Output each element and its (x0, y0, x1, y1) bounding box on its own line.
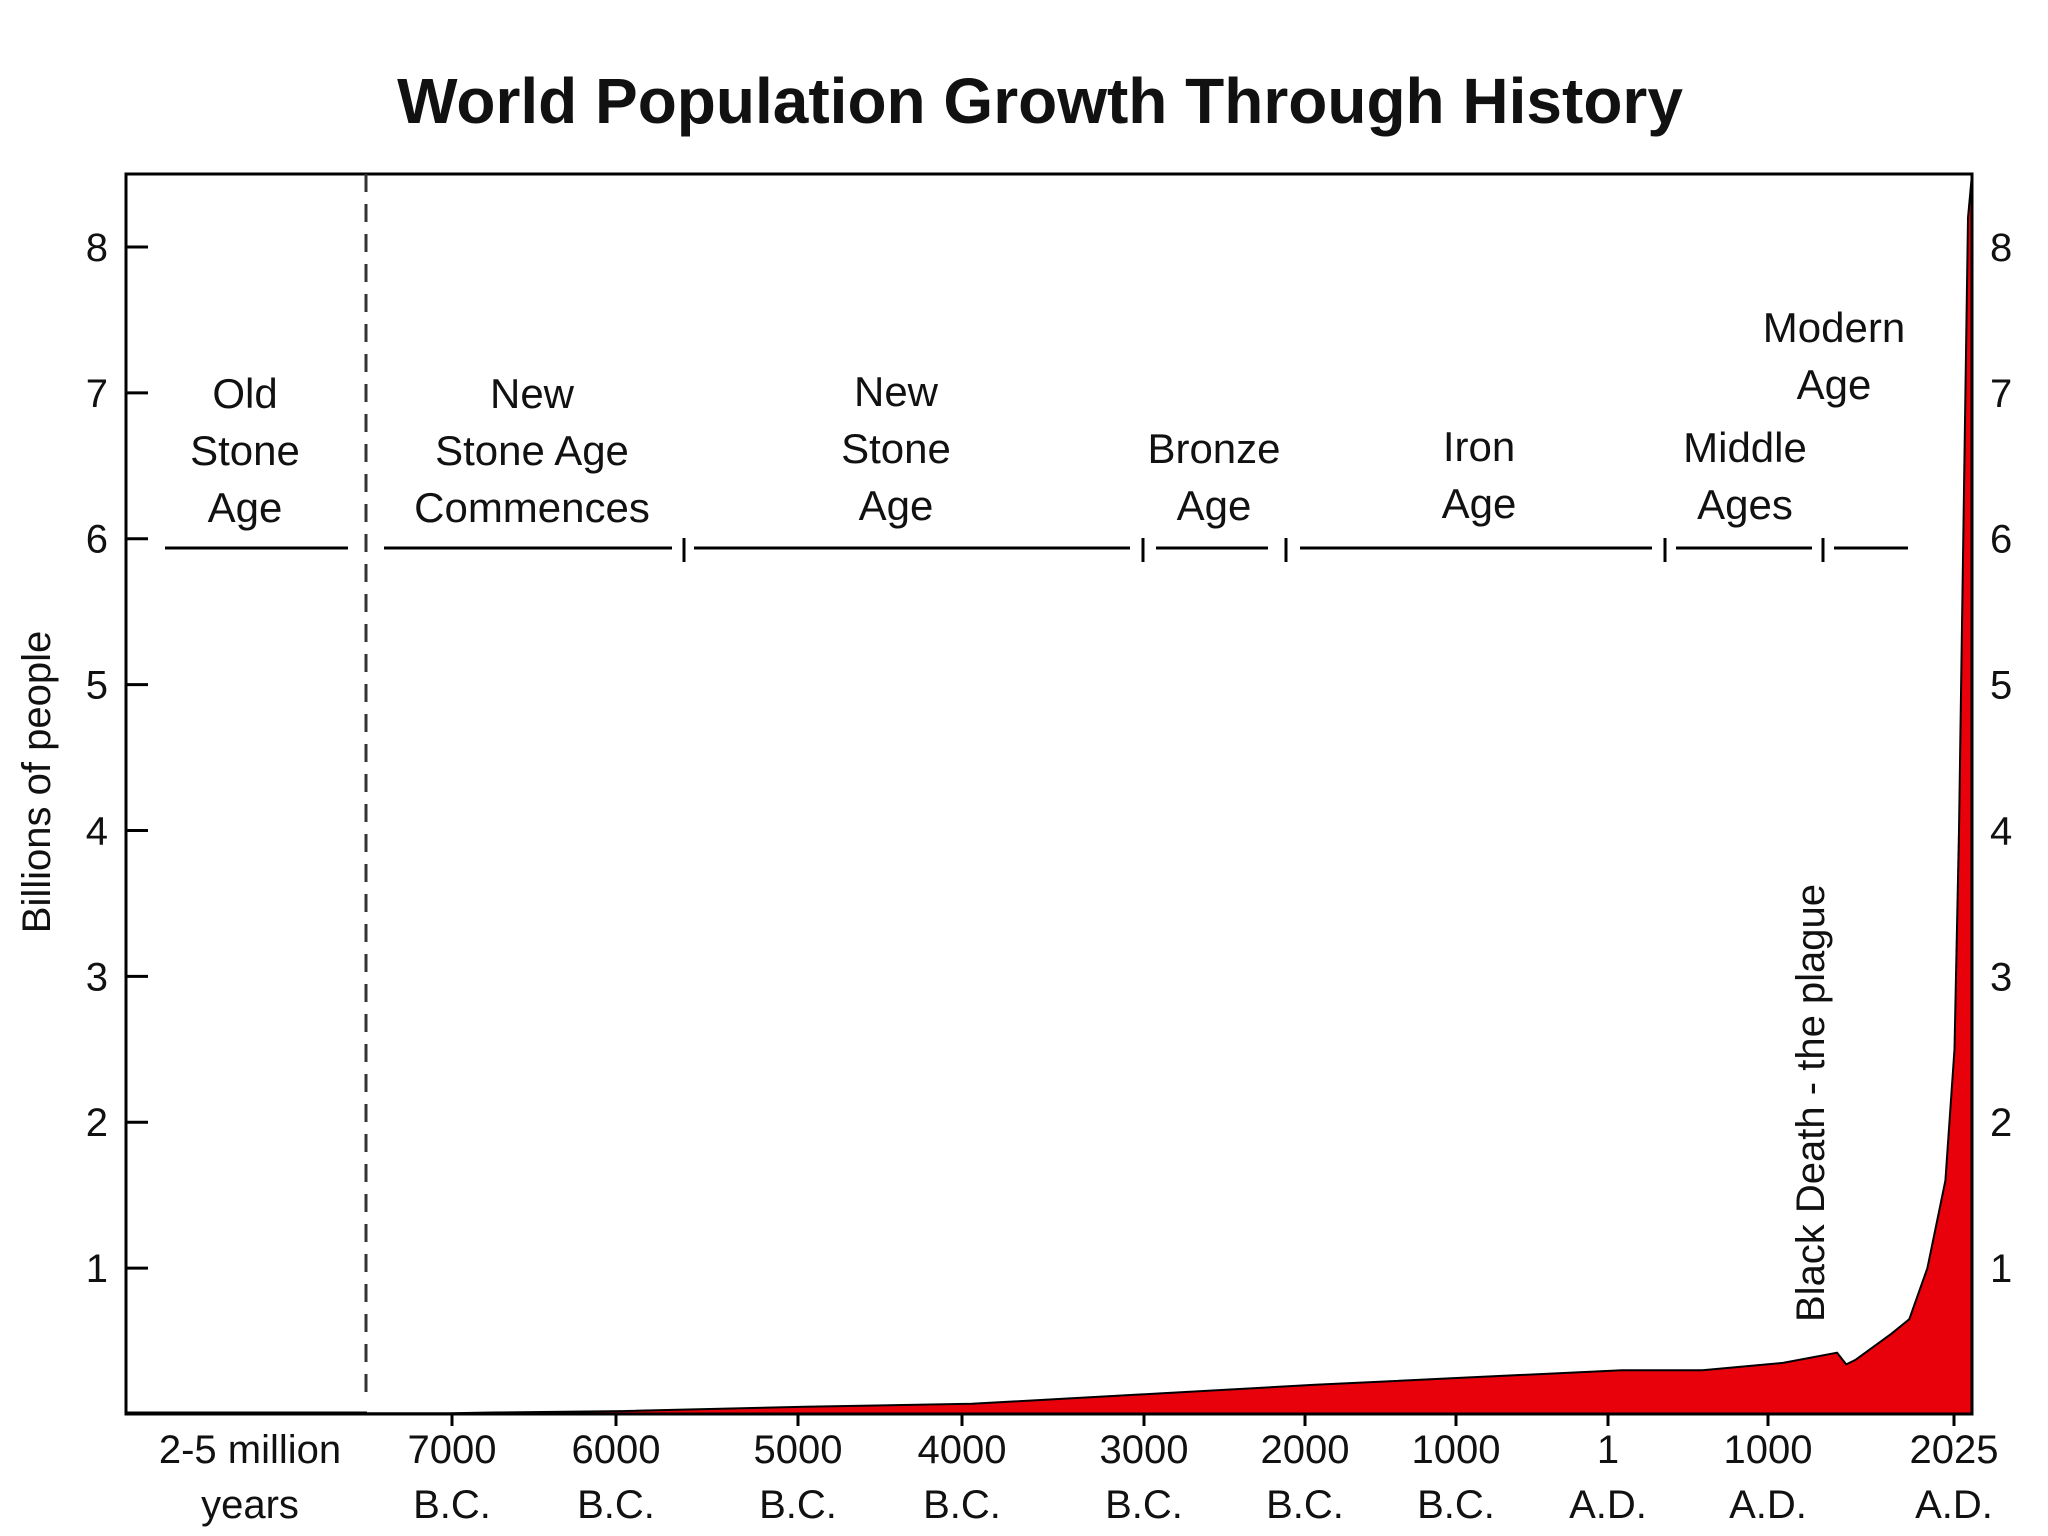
x-tick-label-bottom: B.C. (923, 1483, 1001, 1527)
y-tick-label-left: 8 (86, 226, 108, 270)
black-death-annotation: Black Death - the plague (1789, 884, 1833, 1322)
era-label: Modern (1763, 304, 1905, 351)
era-label: Stone Age (435, 427, 629, 474)
x-tick-label-top: 3000 (1100, 1428, 1189, 1472)
era-label: Stone (841, 425, 951, 472)
y-tick-label-left: 7 (86, 372, 108, 416)
era-label: Ages (1697, 481, 1793, 528)
y-tick-label-right: 7 (1990, 372, 2012, 416)
era-label: Old (212, 370, 277, 417)
chart-title: World Population Growth Through History (397, 65, 1683, 137)
x-tick-label-bottom: B.C. (413, 1483, 491, 1527)
y-tick-label-right: 3 (1990, 955, 2012, 999)
x-tick-label-bottom: A.D. (1729, 1483, 1807, 1527)
era-label: Age (208, 484, 283, 531)
y-tick-label-left: 3 (86, 955, 108, 999)
era-label: Commences (414, 484, 650, 531)
x-tick-label-top: 1 (1597, 1428, 1619, 1472)
x-tick-label-top: 7000 (408, 1428, 497, 1472)
era-label: Bronze (1147, 425, 1280, 472)
x-tick-label-bottom: B.C. (577, 1483, 655, 1527)
plot-frame (124, 172, 1974, 1416)
y-tick-label-right: 2 (1990, 1101, 2012, 1145)
era-label: Age (859, 482, 934, 529)
y-tick-label-right: 1 (1990, 1247, 2012, 1291)
population-area (125, 173, 1973, 1415)
era-label: New (490, 370, 575, 417)
x-tick-label-top: 4000 (918, 1428, 1007, 1472)
x-tick-label-bottom: years (201, 1483, 299, 1527)
y-axis-label: Billions of people (15, 631, 59, 933)
era-label: Stone (190, 427, 300, 474)
era-label: Iron (1443, 423, 1515, 470)
x-tick-label-top: 1000 (1724, 1428, 1813, 1472)
y-tick-label-left: 5 (86, 664, 108, 708)
era-label: New (854, 368, 939, 415)
x-tick-label-top: 6000 (572, 1428, 661, 1472)
x-tick-label-bottom: B.C. (1266, 1483, 1344, 1527)
x-tick-label-bottom: B.C. (1105, 1483, 1183, 1527)
y-tick-label-left: 6 (86, 518, 108, 562)
y-tick-label-right: 8 (1990, 226, 2012, 270)
x-tick-label-bottom: B.C. (1417, 1483, 1495, 1527)
x-tick-label-top: 5000 (754, 1428, 843, 1472)
era-label: Middle (1683, 424, 1807, 471)
y-tick-label-right: 5 (1990, 664, 2012, 708)
x-tick-label-top: 2-5 million (159, 1428, 341, 1472)
x-tick-label-bottom: B.C. (759, 1483, 837, 1527)
x-tick-label-top: 1000 (1412, 1428, 1501, 1472)
y-tick-label-left: 4 (86, 809, 108, 853)
y-tick-label-right: 6 (1990, 518, 2012, 562)
era-label: Age (1177, 482, 1252, 529)
era-label: Age (1797, 361, 1872, 408)
x-tick-label-bottom: A.D. (1915, 1483, 1993, 1527)
x-tick-label-top: 2025 (1910, 1428, 1999, 1472)
y-tick-label-left: 1 (86, 1247, 108, 1291)
era-label: Age (1442, 480, 1517, 527)
x-tick-label-bottom: A.D. (1569, 1483, 1647, 1527)
x-tick-label-top: 2000 (1261, 1428, 1350, 1472)
y-tick-label-left: 2 (86, 1101, 108, 1145)
y-tick-label-right: 4 (1990, 809, 2012, 853)
